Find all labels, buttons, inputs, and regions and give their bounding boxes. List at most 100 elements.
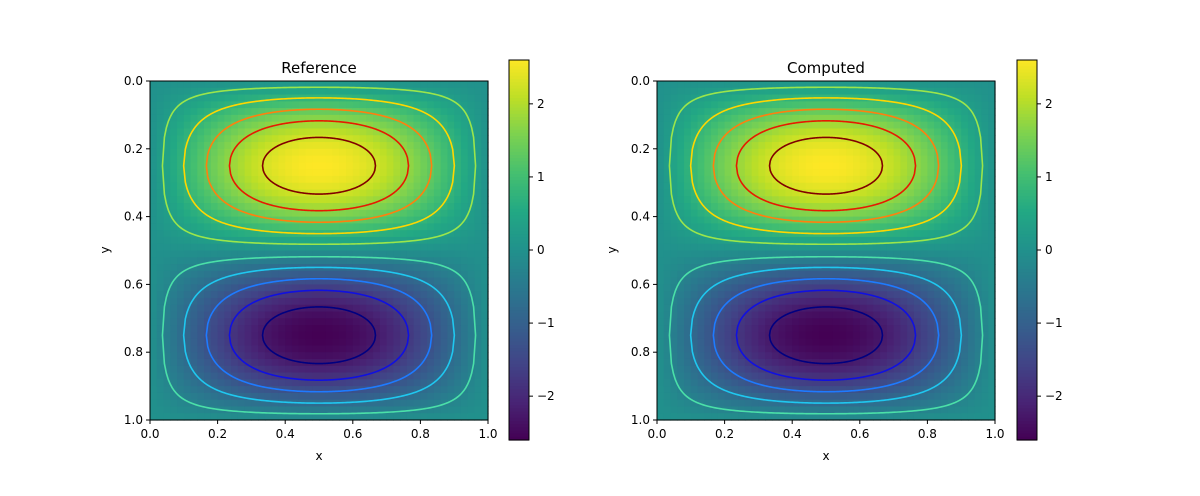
- heatmap-cell: [454, 413, 462, 421]
- y-tick-label: 0.4: [124, 210, 143, 224]
- heatmap-cell: [433, 372, 442, 380]
- heatmap-cell: [150, 243, 158, 252]
- heatmap-cell: [778, 236, 787, 245]
- heatmap-cell: [853, 345, 861, 353]
- heatmap-cell: [684, 175, 692, 184]
- heatmap-cell: [447, 386, 455, 394]
- heatmap-cell: [332, 406, 340, 414]
- heatmap-cell: [934, 386, 942, 394]
- heatmap-cell: [264, 142, 273, 150]
- heatmap-cell: [927, 182, 935, 191]
- heatmap-cell: [406, 270, 415, 279]
- heatmap-cell: [900, 196, 908, 204]
- heatmap-cell: [359, 331, 367, 340]
- heatmap-cell: [765, 230, 773, 238]
- heatmap-cell: [717, 284, 726, 292]
- heatmap-cell: [325, 297, 334, 306]
- heatmap-cell: [170, 169, 178, 177]
- heatmap-cell: [785, 291, 793, 299]
- heatmap-cell: [312, 162, 320, 170]
- heatmap-cell: [832, 304, 841, 313]
- heatmap-cell: [420, 345, 428, 353]
- heatmap-cell: [156, 94, 165, 102]
- heatmap-cell: [427, 345, 435, 353]
- heatmap-cell: [163, 196, 171, 204]
- heatmap-cell: [264, 182, 273, 191]
- heatmap-cell: [893, 128, 901, 136]
- heatmap-cell: [427, 386, 435, 394]
- heatmap-cell: [913, 264, 922, 272]
- heatmap-cell: [704, 406, 712, 414]
- heatmap-cell: [319, 189, 327, 197]
- heatmap-cell: [332, 318, 340, 326]
- heatmap-cell: [264, 128, 273, 136]
- heatmap-cell: [934, 209, 942, 218]
- heatmap-cell: [298, 121, 307, 130]
- heatmap-cell: [859, 399, 868, 408]
- heatmap-cell: [406, 81, 415, 89]
- heatmap-cell: [312, 291, 320, 299]
- heatmap-cell: [393, 230, 401, 238]
- heatmap-cell: [454, 352, 462, 360]
- heatmap-cell: [183, 257, 192, 265]
- heatmap-cell: [947, 243, 956, 252]
- heatmap-cell: [853, 338, 861, 347]
- heatmap-cell: [670, 236, 678, 245]
- heatmap-cell: [298, 81, 307, 89]
- heatmap-cell: [913, 101, 922, 109]
- heatmap-cell: [826, 345, 834, 353]
- heatmap-cell: [785, 413, 793, 421]
- heatmap-cell: [278, 87, 286, 96]
- heatmap-cell: [278, 148, 286, 157]
- heatmap-cell: [474, 338, 482, 347]
- heatmap-cell: [481, 182, 489, 191]
- heatmap-cell: [900, 114, 908, 123]
- heatmap-cell: [920, 379, 928, 387]
- heatmap-cell: [934, 175, 942, 184]
- heatmap-cell: [663, 148, 672, 157]
- heatmap-cell: [406, 338, 415, 347]
- heatmap-cell: [934, 101, 942, 109]
- heatmap-cell: [210, 338, 219, 347]
- heatmap-cell: [197, 250, 205, 258]
- heatmap-cell: [177, 162, 185, 170]
- heatmap-cell: [792, 318, 800, 326]
- heatmap-cell: [183, 358, 192, 367]
- heatmap-cell: [839, 413, 847, 421]
- colorbar-segment: [509, 110, 529, 115]
- heatmap-cell: [346, 379, 354, 387]
- heatmap-cell: [258, 345, 266, 353]
- colorbar-tick-label: 0: [537, 243, 545, 257]
- heatmap-cell: [393, 101, 401, 109]
- heatmap-cell: [177, 406, 185, 414]
- heatmap-cell: [386, 243, 394, 252]
- heatmap-cell: [805, 108, 814, 116]
- heatmap-cell: [778, 81, 787, 89]
- heatmap-cell: [704, 277, 712, 285]
- heatmap-cell: [738, 352, 746, 360]
- heatmap-cell: [197, 399, 205, 408]
- heatmap-cell: [866, 101, 874, 109]
- heatmap-cell: [170, 399, 178, 408]
- heatmap-cell: [231, 121, 239, 130]
- heatmap-cell: [900, 311, 908, 319]
- heatmap-cell: [846, 297, 854, 306]
- heatmap-cell: [312, 148, 320, 157]
- heatmap-cell: [859, 114, 868, 123]
- heatmap-cell: [400, 284, 408, 292]
- heatmap-cell: [893, 135, 901, 143]
- heatmap-cell: [805, 331, 814, 340]
- heatmap-cell: [217, 230, 225, 238]
- heatmap-cell: [893, 297, 901, 306]
- heatmap-cell: [190, 148, 198, 157]
- heatmap-cell: [339, 406, 347, 414]
- heatmap-cell: [785, 81, 793, 89]
- heatmap-cell: [913, 304, 922, 313]
- heatmap-cell: [244, 352, 252, 360]
- heatmap-cell: [386, 297, 394, 306]
- heatmap-cell: [961, 155, 969, 163]
- colorbar-segment: [509, 66, 529, 71]
- heatmap-cell: [684, 331, 692, 340]
- heatmap-cell: [819, 182, 827, 191]
- heatmap-cell: [927, 392, 935, 401]
